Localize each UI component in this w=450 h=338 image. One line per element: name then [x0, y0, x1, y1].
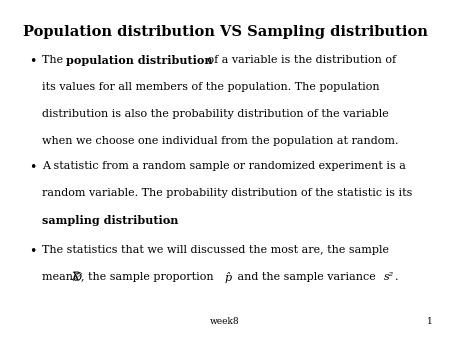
- Text: A statistic from a random sample or randomized experiment is a: A statistic from a random sample or rand…: [42, 161, 406, 171]
- Text: distribution is also the probability distribution of the variable: distribution is also the probability dis…: [42, 109, 389, 119]
- Text: •: •: [29, 55, 36, 68]
- Text: Ø̅: Ø̅: [72, 272, 81, 282]
- Text: •: •: [29, 161, 36, 174]
- Text: p̂: p̂: [225, 272, 232, 283]
- Text: s²: s²: [384, 272, 394, 282]
- Text: and the sample variance: and the sample variance: [234, 272, 379, 282]
- Text: week8: week8: [210, 317, 240, 327]
- Text: Population distribution VS Sampling distribution: Population distribution VS Sampling dist…: [22, 25, 427, 39]
- Text: .: .: [395, 272, 398, 282]
- Text: , the sample proportion: , the sample proportion: [81, 272, 217, 282]
- Text: mean: mean: [42, 272, 76, 282]
- Text: sampling distribution: sampling distribution: [42, 215, 178, 226]
- Text: population distribution: population distribution: [66, 55, 212, 66]
- Text: .: .: [168, 215, 171, 225]
- Text: The: The: [42, 55, 67, 65]
- Text: when we choose one individual from the population at random.: when we choose one individual from the p…: [42, 136, 399, 146]
- Text: X̅: X̅: [72, 272, 80, 282]
- Text: of a variable is the distribution of: of a variable is the distribution of: [204, 55, 396, 65]
- Text: random variable. The probability distribution of the statistic is its: random variable. The probability distrib…: [42, 188, 412, 198]
- Text: The statistics that we will discussed the most are, the sample: The statistics that we will discussed th…: [42, 245, 389, 255]
- Text: 1: 1: [427, 317, 432, 327]
- Text: its values for all members of the population. The population: its values for all members of the popula…: [42, 82, 380, 92]
- Text: •: •: [29, 245, 36, 258]
